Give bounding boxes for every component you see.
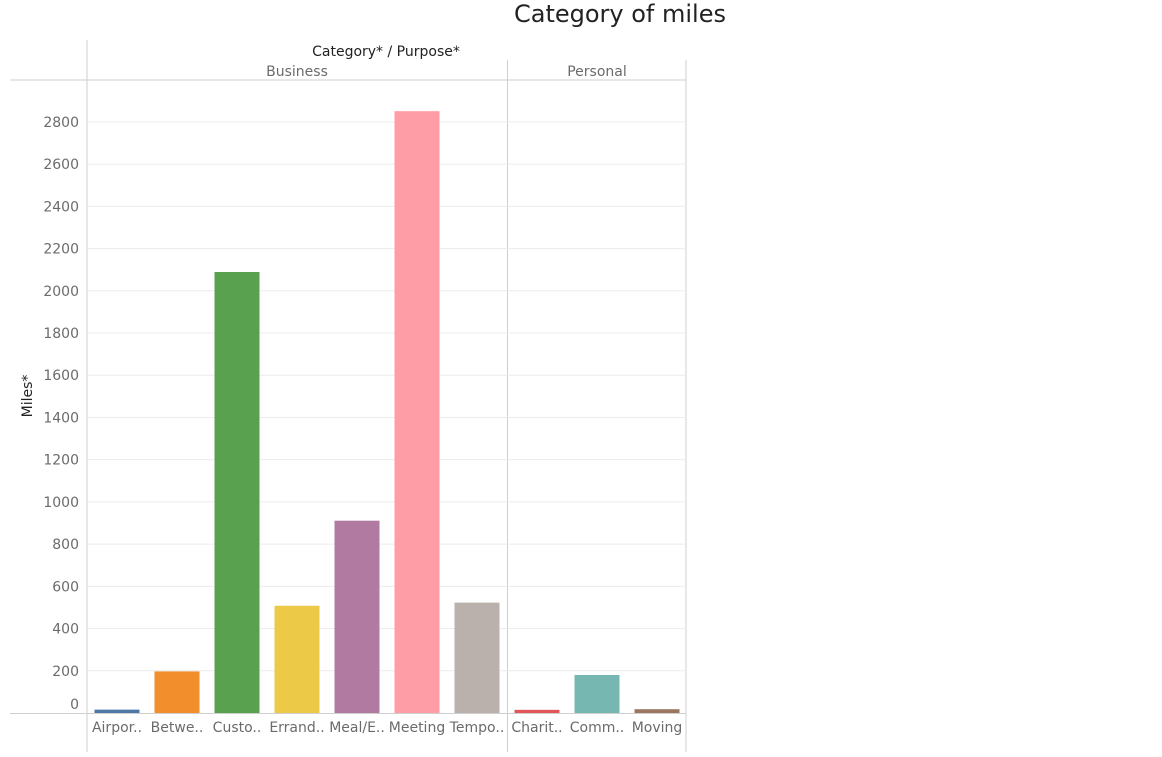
- x-category-label: Meal/E..: [329, 720, 385, 736]
- bar-betwe[interactable]: [154, 671, 200, 713]
- bar-comm[interactable]: [574, 675, 620, 713]
- y-tick-label: 1200: [43, 453, 79, 469]
- x-category-label: Meeting: [389, 720, 445, 736]
- x-category-label: Airpor..: [92, 720, 142, 736]
- y-tick-label: 2200: [43, 242, 79, 258]
- x-axis-labels: Airpor.. Betwe.. Custo.. Errand.. Meal/E.. Me…: [92, 720, 682, 736]
- chart-frame: [10, 40, 687, 752]
- y-axis-label: Miles*: [20, 375, 36, 418]
- x-category-label: Custo..: [213, 720, 262, 736]
- bar-meeting[interactable]: [394, 111, 440, 713]
- y-tick-label: 1400: [43, 410, 79, 426]
- x-category-label: Betwe..: [151, 720, 204, 736]
- bars: [94, 111, 680, 713]
- y-tick-label: 2400: [43, 199, 79, 215]
- x-category-label: Tempo..: [449, 720, 505, 736]
- x-category-label: Errand..: [269, 720, 324, 736]
- y-tick-label: 200: [52, 664, 79, 680]
- y-tick-label: 2600: [43, 157, 79, 173]
- y-axis-ticks: 0 200 400 600 800 1000 1200 1400 1600 1800 2000 220…: [43, 115, 79, 713]
- y-tick-label: 1000: [43, 495, 79, 511]
- y-tick-label: 1600: [43, 368, 79, 384]
- group-header-personal: Personal: [567, 64, 627, 80]
- bar-airpor[interactable]: [94, 709, 140, 713]
- y-tick-label: 1800: [43, 326, 79, 342]
- group-header-business: Business: [266, 64, 328, 80]
- x-category-label: Comm..: [570, 720, 625, 736]
- bar-tempo[interactable]: [454, 602, 500, 713]
- bar-custo[interactable]: [214, 272, 260, 713]
- group-headers: Business Personal: [266, 64, 627, 80]
- bar-errand[interactable]: [274, 605, 320, 713]
- y-tick-label: 2000: [43, 284, 79, 300]
- y-tick-label: 0: [70, 697, 79, 713]
- x-category-label: Charit..: [511, 720, 562, 736]
- y-tick-label: 600: [52, 579, 79, 595]
- bar-charit[interactable]: [514, 709, 560, 713]
- bar-moving[interactable]: [634, 709, 680, 713]
- chart-title: Category of miles: [514, 0, 726, 28]
- column-header-category-purpose: Category* / Purpose*: [312, 44, 460, 60]
- x-category-label: Moving: [632, 720, 683, 736]
- bar-meale[interactable]: [334, 520, 380, 713]
- gridlines: [87, 121, 686, 672]
- y-tick-label: 2800: [43, 115, 79, 131]
- y-tick-label: 800: [52, 537, 79, 553]
- y-tick-label: 400: [52, 622, 79, 638]
